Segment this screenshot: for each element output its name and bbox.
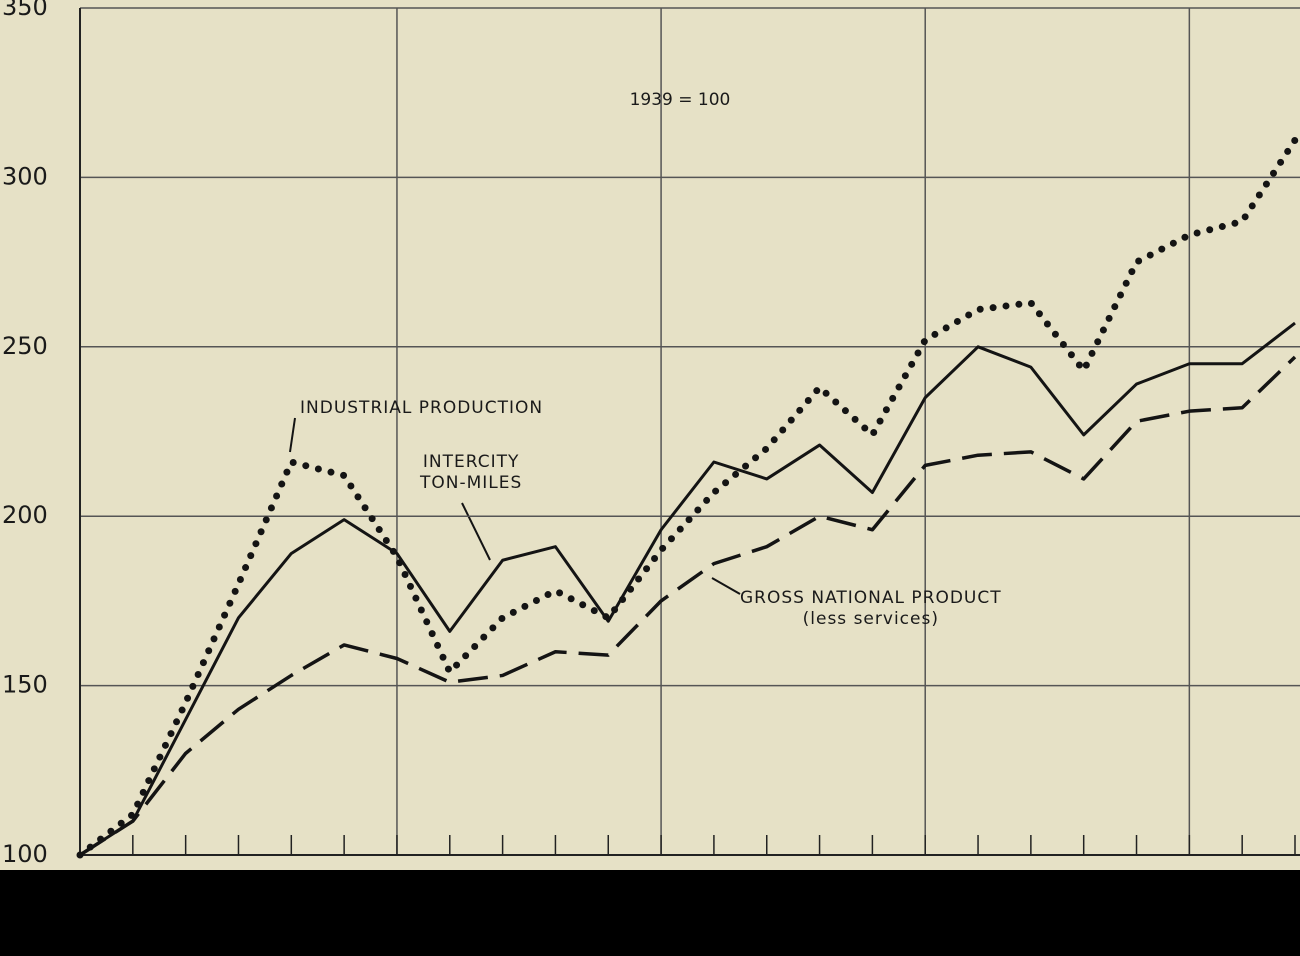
series-label: INTERCITY TON-MILES (420, 452, 523, 493)
series-line (79, 355, 1297, 857)
y-tick-label: 250 (2, 332, 48, 360)
bottom-band (0, 870, 1300, 956)
series-label: GROSS NATIONAL PRODUCT (less services) (740, 588, 1002, 629)
series-label: INDUSTRIAL PRODUCTION (300, 398, 544, 418)
annotation: 1939 = 100 (630, 90, 731, 110)
y-tick-label: 150 (2, 671, 48, 699)
y-tick-label: 100 (2, 840, 48, 868)
y-tick-label: 200 (2, 501, 48, 529)
series-line (79, 321, 1296, 857)
y-tick-label: 350 (2, 0, 48, 21)
pointer (461, 502, 491, 561)
pointer (711, 577, 741, 595)
y-tick-label: 300 (2, 162, 48, 190)
pointer (289, 417, 296, 453)
series-line (76, 136, 1299, 859)
